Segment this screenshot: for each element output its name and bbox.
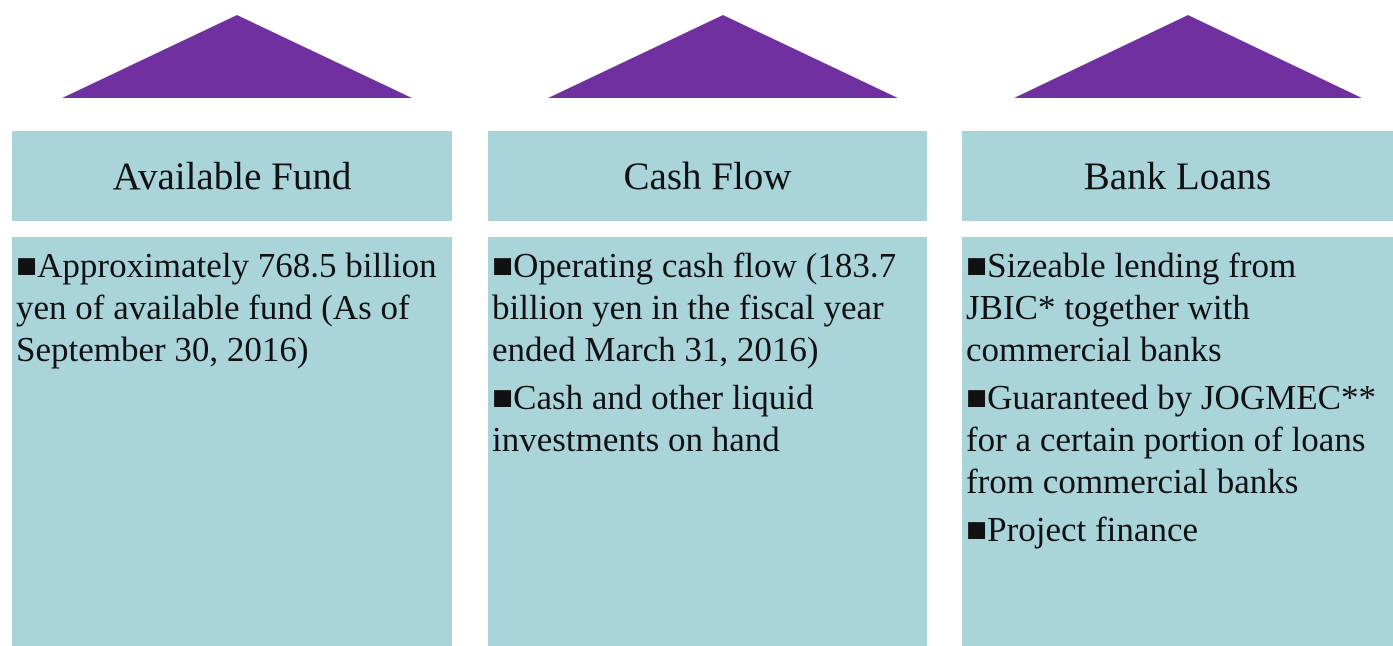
column: Cash Flow ■Operating cash flow (183.7 bi…	[488, 0, 927, 646]
bullet: ■Project finance	[966, 510, 1199, 549]
pillar-roof	[1014, 15, 1362, 98]
bullet: ■Approximately 768.5 billion yen of avai…	[16, 246, 437, 369]
column-header: Cash Flow	[488, 131, 927, 221]
column-header: Available Fund	[12, 131, 452, 221]
pillar-roof	[548, 15, 898, 98]
bullet: ■Sizeable lending from JBIC* together wi…	[966, 246, 1297, 369]
column: Available Fund ■Approximately 768.5 bill…	[12, 0, 452, 646]
column: Bank Loans ■Sizeable lending from JBIC* …	[962, 0, 1393, 646]
column-body: ■Operating cash flow (183.7 billion yen …	[488, 237, 927, 646]
column-header: Bank Loans	[962, 131, 1393, 221]
column-body: ■Approximately 768.5 billion yen of avai…	[12, 237, 452, 646]
bullet: ■Operating cash flow (183.7 billion yen …	[492, 246, 897, 369]
pillar-roof	[62, 15, 412, 98]
bullet: ■Cash and other liquid investments on ha…	[492, 378, 814, 459]
bullet: ■Guaranteed by JOGMEC** for a certain po…	[966, 378, 1376, 501]
column-body: ■Sizeable lending from JBIC* together wi…	[962, 237, 1393, 646]
